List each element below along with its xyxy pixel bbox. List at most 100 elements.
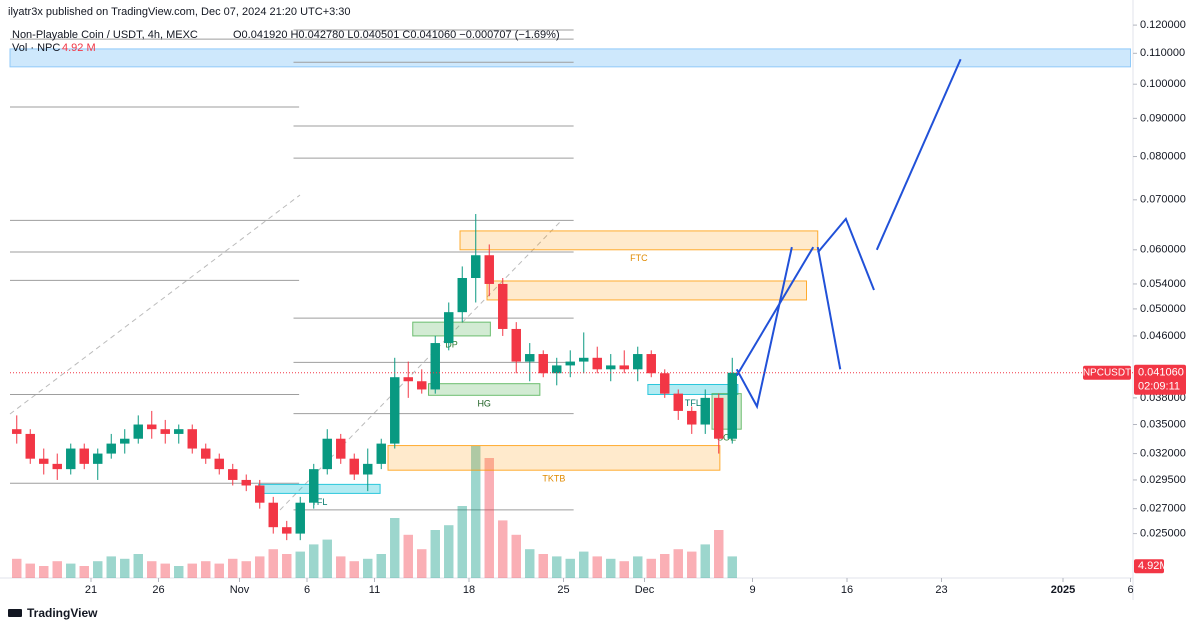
volume-bar bbox=[160, 563, 170, 578]
candle-body bbox=[336, 438, 346, 459]
volume-bar bbox=[268, 549, 278, 578]
candle-body bbox=[52, 463, 62, 470]
candle-body bbox=[660, 373, 670, 394]
y-tick-label: 0.029500 bbox=[1140, 474, 1186, 486]
x-tick-label: Dec bbox=[635, 584, 655, 596]
volume-bar bbox=[174, 566, 184, 578]
x-tick-label: 6 bbox=[304, 584, 310, 596]
x-tick-label: 11 bbox=[369, 584, 380, 596]
candle-body bbox=[525, 354, 535, 362]
countdown: 02:09:11 bbox=[1138, 381, 1180, 393]
candle-body bbox=[619, 365, 629, 370]
candle-body bbox=[403, 377, 413, 382]
volume-bar bbox=[444, 525, 454, 578]
publisher: ilyatr3x published on TradingView.com, D… bbox=[8, 6, 351, 18]
volume-bar bbox=[606, 558, 616, 578]
volume-bar bbox=[390, 518, 400, 578]
candle-body bbox=[579, 357, 589, 362]
volume-bar bbox=[687, 551, 697, 578]
volume-bar bbox=[39, 566, 49, 578]
candle-body bbox=[322, 438, 332, 470]
volume-bar bbox=[471, 446, 481, 578]
volume-bar bbox=[417, 549, 427, 578]
symbol-tag bbox=[1083, 365, 1131, 380]
candle-body bbox=[727, 372, 737, 439]
volume-bar bbox=[646, 558, 656, 578]
volume-bar bbox=[673, 549, 683, 578]
candle-body bbox=[444, 312, 454, 344]
volume-bar bbox=[12, 558, 22, 578]
x-tick-label: Nov bbox=[230, 584, 250, 596]
volume-bar bbox=[93, 561, 103, 578]
highlight-band bbox=[9, 48, 1131, 68]
volume-bar bbox=[66, 563, 76, 578]
candle-body bbox=[417, 381, 427, 390]
volume-bar bbox=[538, 554, 548, 578]
candle-body bbox=[106, 443, 116, 454]
zone bbox=[258, 483, 381, 494]
volume-bar bbox=[241, 561, 251, 578]
candle-body bbox=[714, 397, 724, 439]
zone-label: HG bbox=[477, 399, 491, 409]
zone bbox=[459, 230, 819, 251]
volume-bar bbox=[187, 563, 197, 578]
y-tick-label: 0.120000 bbox=[1140, 19, 1186, 31]
volume-bar bbox=[79, 566, 89, 578]
x-tick-label: 6 bbox=[1127, 584, 1133, 596]
candle-body bbox=[457, 278, 467, 313]
volume-bar bbox=[403, 534, 413, 578]
y-tick-label: 0.025000 bbox=[1140, 528, 1186, 540]
volume-bar bbox=[457, 506, 467, 578]
volume-title: Vol · NPC bbox=[12, 42, 60, 54]
x-tick-label: 2025 bbox=[1051, 584, 1075, 596]
candle-body bbox=[700, 397, 710, 425]
candle-body bbox=[187, 429, 197, 449]
volume-bar bbox=[322, 539, 332, 578]
zone-label: SOE bbox=[717, 433, 736, 443]
volume-bar bbox=[619, 561, 629, 578]
volume-bar bbox=[498, 520, 508, 578]
projection-path bbox=[735, 246, 815, 377]
x-tick-label: 23 bbox=[935, 584, 947, 596]
volume-bar bbox=[255, 556, 265, 578]
candle-body bbox=[228, 469, 238, 480]
volume-bar bbox=[660, 554, 670, 578]
candle-body bbox=[511, 328, 521, 362]
projection-path bbox=[875, 58, 962, 251]
candle-body bbox=[120, 438, 130, 444]
y-tick-label: 0.100000 bbox=[1140, 78, 1186, 90]
volume-value: 4.92 M bbox=[62, 42, 96, 54]
volume-bar bbox=[106, 556, 116, 578]
candle-body bbox=[295, 502, 305, 534]
volume-bar bbox=[52, 561, 62, 578]
volume-bar bbox=[282, 554, 292, 578]
zone-label: TKTB bbox=[542, 474, 565, 484]
candle-body bbox=[498, 283, 508, 329]
candle-body bbox=[147, 424, 157, 430]
y-tick-label: 0.046000 bbox=[1140, 330, 1186, 342]
y-tick-label: 0.035000 bbox=[1140, 418, 1186, 430]
candle-body bbox=[376, 443, 386, 464]
candle-body bbox=[363, 463, 373, 475]
zone bbox=[486, 280, 807, 301]
zone-label: TFL bbox=[685, 398, 701, 408]
brand: TradingView bbox=[27, 606, 98, 620]
zone-label: TFL bbox=[311, 497, 327, 507]
candle-body bbox=[133, 424, 143, 439]
y-tick-label: 0.090000 bbox=[1140, 112, 1186, 124]
projection-path bbox=[816, 216, 875, 291]
candle-body bbox=[39, 458, 49, 464]
candle-body bbox=[349, 458, 359, 475]
volume-bar bbox=[430, 530, 440, 578]
candle-body bbox=[646, 354, 656, 374]
y-tick-label: 0.054000 bbox=[1140, 278, 1186, 290]
candle-body bbox=[538, 354, 548, 374]
candle-body bbox=[241, 479, 251, 486]
x-tick-label: 26 bbox=[152, 584, 164, 596]
volume-bar bbox=[552, 556, 562, 578]
candle-body bbox=[214, 458, 224, 470]
y-tick-label: 0.038000 bbox=[1140, 392, 1186, 404]
volume-bar bbox=[295, 551, 305, 578]
volume-bar bbox=[201, 561, 211, 578]
